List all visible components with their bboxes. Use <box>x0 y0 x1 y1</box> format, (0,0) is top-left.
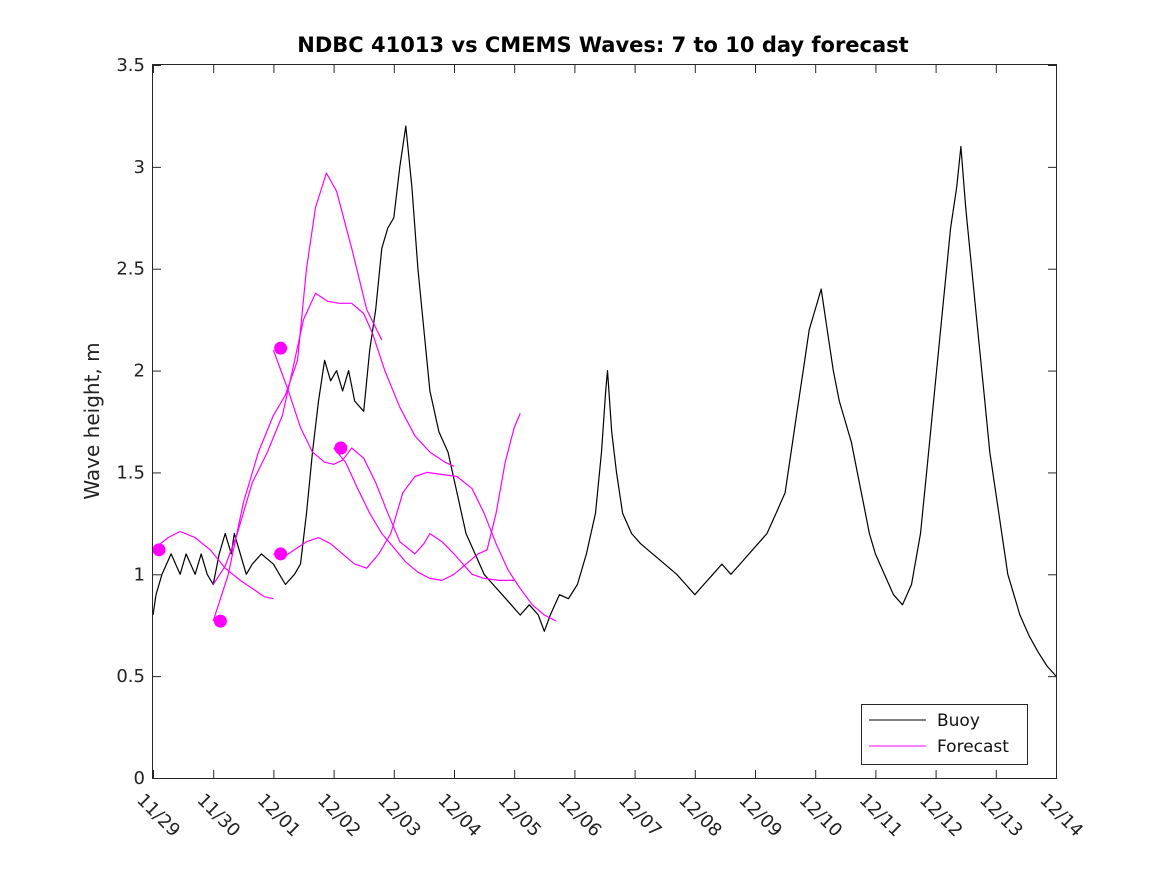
y-axis-label: Wave height, m <box>80 342 104 499</box>
data-layer <box>153 125 1056 677</box>
forecast-start-marker-4 <box>334 441 348 455</box>
x-tick-label: 11/29 <box>132 790 184 842</box>
y-tick-label: 1.5 <box>116 462 145 483</box>
x-tick-label: 12/09 <box>734 790 786 842</box>
buoy-series-line <box>153 125 1056 677</box>
forecast-series-line-2 <box>212 172 383 622</box>
x-tick-label: 12/13 <box>975 790 1027 842</box>
legend-forecast-label: Forecast <box>937 737 1009 757</box>
x-tick-label: 12/03 <box>373 790 425 842</box>
legend: Buoy Forecast <box>861 704 1028 765</box>
y-tick-label: 0 <box>134 768 145 789</box>
y-tick-label: 3.5 <box>116 55 145 76</box>
x-tick-label: 12/10 <box>795 790 847 842</box>
y-tick-label: 1 <box>134 564 145 585</box>
forecast-series-line-3 <box>272 349 515 581</box>
forecast-series-line-5 <box>273 471 557 622</box>
forecast-series-line-6 <box>333 413 521 581</box>
plot-frame <box>152 64 1057 779</box>
x-tick-label: 12/06 <box>554 790 606 842</box>
x-tick-label: 12/11 <box>855 790 907 842</box>
forecast-series-line-1 <box>153 530 274 600</box>
legend-buoy-label: Buoy <box>937 711 980 731</box>
forecast-start-marker-1 <box>213 614 227 628</box>
x-tick-label: 12/05 <box>494 790 546 842</box>
x-tick-label: 12/07 <box>614 790 666 842</box>
x-tick-label: 12/12 <box>915 790 967 842</box>
forecast-series-line-4 <box>212 292 455 585</box>
x-tick-label: 12/01 <box>253 790 305 842</box>
x-tick-label: 12/04 <box>433 790 485 842</box>
y-tick-label: 2 <box>134 361 145 382</box>
legend-box <box>861 704 1028 765</box>
y-tick-label: 3 <box>134 157 145 178</box>
forecast-start-marker-3 <box>274 547 288 561</box>
forecast-start-marker-2 <box>274 341 288 355</box>
y-tick-label: 0.5 <box>116 666 145 687</box>
x-tick-label: 12/14 <box>1035 790 1087 842</box>
y-tick-label: 2.5 <box>116 259 145 280</box>
forecast-start-marker-0 <box>153 543 166 557</box>
y-axis: 0 0.5 1 1.5 2 2.5 3 3.5 <box>116 55 1056 789</box>
x-tick-label: 12/08 <box>674 790 726 842</box>
x-tick-label: 11/30 <box>193 790 245 842</box>
chart-title: NDBC 41013 vs CMEMS Waves: 7 to 10 day f… <box>297 33 908 57</box>
x-tick-label: 12/02 <box>313 790 365 842</box>
